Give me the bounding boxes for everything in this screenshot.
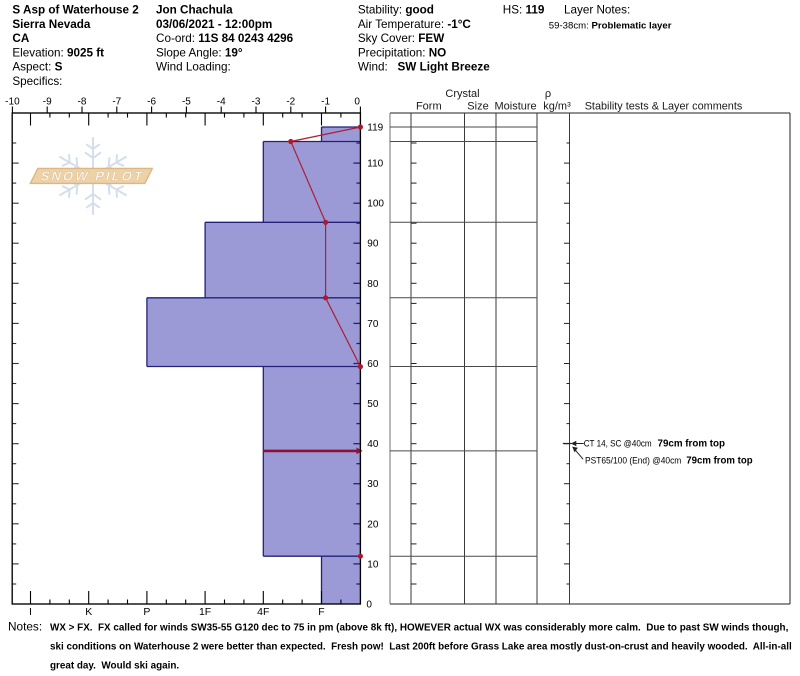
svg-text:Crystal: Crystal	[445, 88, 479, 100]
svg-text:79cm from top: 79cm from top	[686, 456, 752, 467]
svg-text:Moisture: Moisture	[495, 100, 537, 112]
svg-text:Specifics:: Specifics:	[12, 75, 62, 88]
svg-text:20: 20	[367, 519, 379, 530]
svg-text:Slope Angle: 19°: Slope Angle: 19°	[156, 46, 243, 59]
svg-text:Form: Form	[416, 100, 442, 112]
svg-text:-10: -10	[5, 97, 20, 108]
svg-text:WX > FX. FX called for winds: WX > FX. FX called for winds SW35-55 G12…	[50, 623, 789, 634]
svg-text:60: 60	[367, 359, 379, 370]
svg-text:great day. Would ski again.: great day. Would ski again.	[50, 661, 179, 672]
svg-text:79cm from top: 79cm from top	[658, 438, 726, 449]
svg-text:59-38cm: Problematic layer: 59-38cm: Problematic layer	[549, 21, 672, 32]
svg-text:70: 70	[367, 319, 379, 330]
svg-text:-1: -1	[321, 97, 330, 108]
svg-text:Wind Loading:: Wind Loading:	[156, 61, 231, 74]
svg-text:-5: -5	[182, 97, 191, 108]
svg-text:Sierra Nevada: Sierra Nevada	[12, 18, 90, 31]
svg-text:kg/m³: kg/m³	[543, 100, 571, 112]
svg-text:30: 30	[367, 479, 379, 490]
svg-text:PST65/100 (End) @40cm: PST65/100 (End) @40cm	[585, 455, 681, 466]
svg-text:-3: -3	[252, 97, 261, 108]
svg-text:-8: -8	[78, 97, 87, 108]
svg-text:Stability tests & Layer commen: Stability tests & Layer comments	[585, 100, 743, 112]
svg-text:HS: 119: HS: 119	[503, 4, 545, 17]
svg-text:K: K	[85, 606, 92, 618]
svg-text:110: 110	[367, 159, 383, 170]
svg-text:Precipitation: NO: Precipitation: NO	[358, 46, 446, 59]
svg-text:Size: Size	[467, 100, 488, 112]
svg-text:-9: -9	[43, 97, 52, 108]
svg-text:ski conditions on Waterhouse 2: ski conditions on Waterhouse 2 were bett…	[50, 642, 792, 653]
svg-text:SNOW PILOT: SNOW PILOT	[39, 169, 146, 184]
svg-text:0: 0	[354, 97, 360, 108]
svg-text:Aspect: S: Aspect: S	[12, 61, 62, 74]
svg-text:CA: CA	[12, 32, 29, 45]
svg-text:CT 14, SC @40cm: CT 14, SC @40cm	[584, 437, 652, 448]
svg-text:80: 80	[367, 279, 379, 290]
svg-text:Elevation: 9025 ft: Elevation: 9025 ft	[12, 46, 104, 59]
svg-text:S Asp of Waterhouse 2: S Asp of Waterhouse 2	[12, 4, 139, 17]
svg-text:I: I	[29, 606, 32, 618]
svg-text:-7: -7	[112, 97, 121, 108]
svg-text:-4: -4	[217, 97, 226, 108]
svg-text:Air Temperature: -1°C: Air Temperature: -1°C	[358, 18, 472, 31]
svg-text:Sky Cover: FEW: Sky Cover: FEW	[358, 32, 445, 45]
svg-text:90: 90	[367, 239, 379, 250]
svg-text:1F: 1F	[199, 606, 211, 618]
svg-text:P: P	[143, 606, 150, 618]
svg-text:-2: -2	[286, 97, 295, 108]
svg-text:119: 119	[367, 123, 383, 134]
svg-text:F: F	[318, 606, 324, 618]
svg-text:-6: -6	[147, 97, 156, 108]
svg-text:Notes:: Notes:	[8, 620, 42, 634]
svg-text:10: 10	[367, 559, 379, 570]
svg-text:Wind: SW Light Breeze: Wind: SW Light Breeze	[358, 61, 490, 74]
svg-text:ρ: ρ	[545, 88, 551, 100]
svg-text:03/06/2021 - 12:00pm: 03/06/2021 - 12:00pm	[156, 18, 272, 31]
svg-text:50: 50	[367, 399, 379, 410]
svg-text:100: 100	[367, 199, 384, 210]
svg-text:4F: 4F	[257, 606, 269, 618]
svg-text:40: 40	[367, 439, 379, 450]
svg-text:0: 0	[366, 600, 372, 611]
svg-text:Layer Notes:: Layer Notes:	[564, 4, 630, 17]
svg-text:Co-ord: 11S 84 0243 4296: Co-ord: 11S 84 0243 4296	[156, 32, 294, 45]
svg-text:Jon Chachula: Jon Chachula	[156, 4, 233, 17]
svg-text:Stability: good: Stability: good	[358, 4, 434, 17]
